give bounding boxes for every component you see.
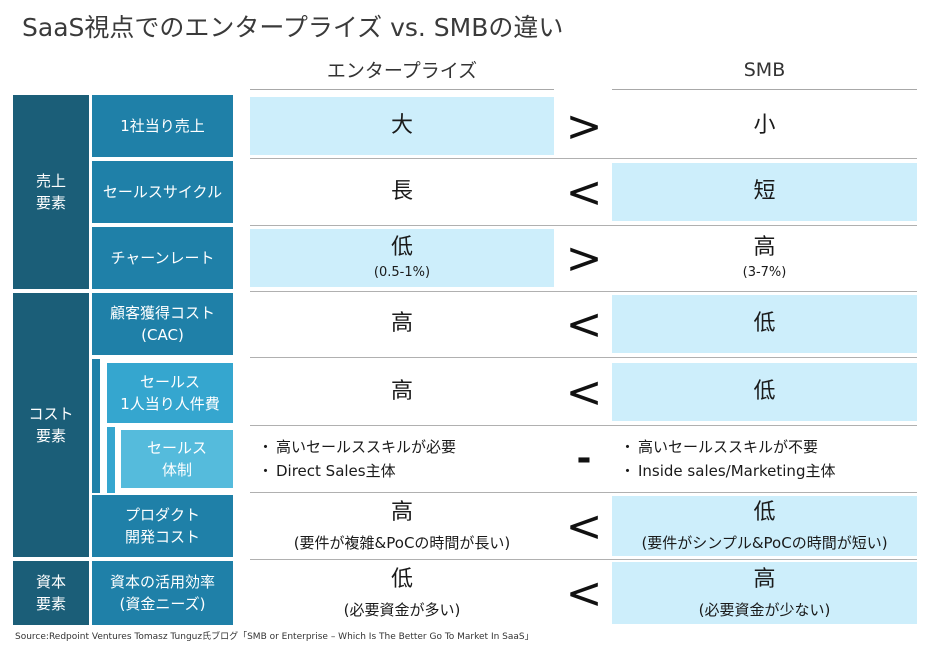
row-divider <box>250 425 917 426</box>
smb-revenue-value: 小 <box>753 113 776 138</box>
smb-sales-cycle-cell: 短 <box>612 163 917 221</box>
row-label-cac: 顧客獲得コスト (CAC) <box>92 293 233 355</box>
enterprise-capital-note: (必要資金が多い) <box>343 601 461 619</box>
row-divider <box>250 357 917 358</box>
enterprise-capital-cell: 低 (必要資金が多い) <box>250 562 554 624</box>
enterprise-cac-cell: 高 <box>250 295 554 353</box>
page-title: SaaS視点でのエンタープライズ vs. SMBの違い <box>22 13 564 42</box>
row-label-churn-rate: チャーンレート <box>92 227 233 289</box>
list-item: ・高いセールススキルが必要 <box>258 435 552 459</box>
bullet-mark: ・ <box>620 438 636 456</box>
group-sales: 売上 要素 <box>13 95 89 289</box>
smb-dev-cost-value: 低 <box>753 500 776 525</box>
smb-sales-cost-cell: 低 <box>612 363 917 421</box>
row-divider <box>250 492 917 493</box>
row-label-product-dev-cost: プロダクト 開発コスト <box>92 495 233 557</box>
list-item: ・高いセールススキルが不要 <box>620 435 916 459</box>
enterprise-dev-cost-value: 高 <box>390 500 413 525</box>
enterprise-cac-value: 高 <box>390 311 413 336</box>
smb-capital-value: 高 <box>753 567 776 592</box>
list-item: ・ Inside sales/Marketing主体 <box>620 459 916 483</box>
row-label-capital-efficiency: 資本の活用効率 (資金ニーズ) <box>92 561 233 625</box>
comparison-operator: > <box>565 100 603 152</box>
comparison-operator: - <box>576 437 592 479</box>
comparison-operator: > <box>565 232 603 284</box>
smb-dev-cost-cell: 低 (要件がシンプル&PoCの時間が短い) <box>612 496 917 556</box>
comparison-operator: < <box>565 366 603 418</box>
group-capital: 資本 要素 <box>13 561 89 625</box>
smb-revenue-cell: 小 <box>612 97 917 155</box>
bullet-mark: ・ <box>258 462 274 480</box>
bullet-mark: ・ <box>620 462 636 480</box>
row-label-sales-cycle: セールスサイクル <box>92 161 233 223</box>
column-header-enterprise: エンタープライズ <box>250 50 554 90</box>
row-divider <box>250 559 917 560</box>
enterprise-dev-cost-cell: 高 (要件が複雑&PoCの時間が長い) <box>250 496 554 556</box>
bullet-mark: ・ <box>258 438 274 456</box>
row-divider <box>250 291 917 292</box>
list-item: ・ Direct Sales主体 <box>258 459 552 483</box>
source-citation: Source:Redpoint Ventures Tomasz Tunguz氏ブ… <box>15 632 534 642</box>
smb-churn-value: 高 <box>753 235 776 260</box>
comparison-operator: < <box>565 298 603 350</box>
group-cost: コスト 要素 <box>13 293 89 557</box>
smb-capital-cell: 高 (必要資金が少ない) <box>612 562 917 624</box>
smb-cac-value: 低 <box>753 311 776 336</box>
row-label-revenue-per-customer: 1社当り売上 <box>92 95 233 157</box>
enterprise-churn-value: 低 <box>390 235 413 260</box>
comparison-operator: < <box>565 567 603 619</box>
smb-sales-cost-value: 低 <box>753 379 776 404</box>
row-label-sales-structure: セールス 体制 <box>121 430 233 488</box>
enterprise-sales-cycle-value: 長 <box>390 179 413 204</box>
row-divider <box>250 158 917 159</box>
enterprise-revenue-cell: 大 <box>250 97 554 155</box>
smb-sales-structure-list: ・高いセールススキルが不要 ・ Inside sales/Marketing主体 <box>620 435 916 483</box>
smb-capital-note: (必要資金が少ない) <box>698 601 831 619</box>
smb-sales-cycle-value: 短 <box>753 179 776 204</box>
enterprise-sales-structure-list: ・高いセールススキルが必要 ・ Direct Sales主体 <box>258 435 552 483</box>
column-header-smb: SMB <box>612 50 917 90</box>
enterprise-capital-value: 低 <box>390 567 413 592</box>
enterprise-sales-cost-cell: 高 <box>250 363 554 421</box>
enterprise-sales-cycle-cell: 長 <box>250 163 554 221</box>
enterprise-dev-cost-note: (要件が複雑&PoCの時間が長い) <box>293 534 511 552</box>
comparison-operator: < <box>565 166 603 218</box>
smb-cac-cell: 低 <box>612 295 917 353</box>
row-label-sales-cost-per-person: セールス 1人当り人件費 <box>107 363 233 423</box>
row-divider <box>250 225 917 226</box>
enterprise-revenue-value: 大 <box>390 113 413 138</box>
cac-bracket-bar <box>92 359 100 493</box>
enterprise-churn-range: (0.5-1%) <box>373 265 431 280</box>
enterprise-sales-cost-value: 高 <box>390 379 413 404</box>
comparison-operator: < <box>565 500 603 552</box>
smb-dev-cost-note: (要件がシンプル&PoCの時間が短い) <box>641 534 888 552</box>
smb-churn-range: (3-7%) <box>742 265 787 280</box>
sales-cost-bracket-bar <box>107 427 115 493</box>
smb-churn-cell: 高 (3-7%) <box>612 229 917 287</box>
enterprise-churn-cell: 低 (0.5-1%) <box>250 229 554 287</box>
